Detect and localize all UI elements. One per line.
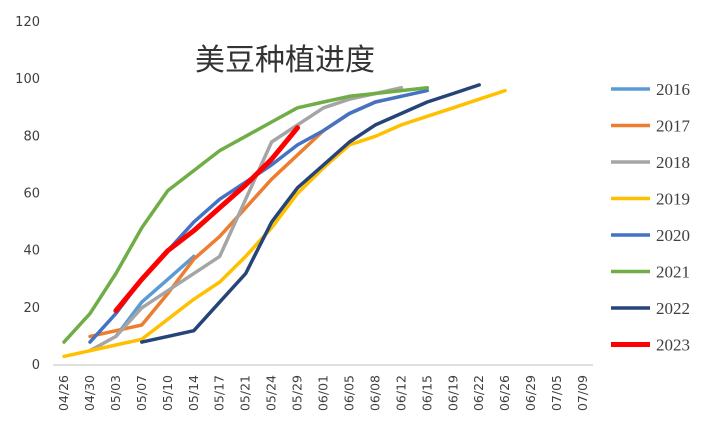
x-tick-label: 05/24 (264, 375, 279, 411)
x-tick-label: 06/19 (445, 375, 460, 411)
legend-label: 2020 (656, 226, 690, 245)
y-tick-label: 20 (23, 301, 40, 316)
x-tick-label: 05/29 (290, 375, 305, 411)
legend-label: 2022 (656, 299, 690, 318)
series-line-2022 (140, 83, 481, 344)
x-tick-label: 06/22 (471, 375, 486, 411)
series-line-2023 (113, 125, 300, 314)
series-line-2021 (62, 85, 430, 344)
x-tick-label: 07/09 (575, 375, 590, 411)
x-tick-label: 04/30 (82, 375, 97, 411)
x-tick-label: 05/21 (238, 375, 253, 411)
legend-label: 2016 (656, 80, 690, 99)
y-tick-label: 100 (15, 72, 40, 87)
x-tick-label: 05/10 (160, 375, 175, 411)
y-tick-label: 0 (32, 358, 40, 373)
x-tick-label: 05/14 (186, 375, 201, 411)
y-axis: 0 20 40 60 80 100 120 (15, 15, 40, 373)
x-tick-label: 05/17 (212, 375, 227, 411)
legend-label: 2017 (656, 117, 691, 136)
x-tick-label: 06/12 (393, 375, 408, 411)
legend-label: 2021 (656, 263, 690, 282)
x-axis: 04/26 04/30 05/03 05/07 05/10 05/14 05/17 05/21… (53, 364, 593, 411)
y-tick-label: 80 (23, 129, 40, 144)
series-line-2019 (62, 88, 507, 359)
y-tick-label: 40 (23, 244, 40, 259)
series-line-2017 (88, 94, 404, 339)
x-tick-label: 06/26 (497, 375, 512, 411)
legend-label: 2019 (656, 190, 690, 209)
y-tick-label: 60 (23, 187, 40, 202)
legend-label: 2023 (656, 336, 690, 355)
series-layer (62, 83, 507, 359)
x-tick-label: 06/15 (419, 375, 434, 411)
x-tick-label: 06/29 (523, 375, 538, 411)
x-tick-label: 06/08 (367, 375, 382, 411)
chart-title: 美豆种植进度 (195, 43, 375, 78)
x-tick-label: 06/01 (316, 375, 331, 411)
legend: 2016 2017 2018 2019 2020 2021 2022 2023 (611, 80, 691, 355)
x-tick-label: 06/05 (341, 375, 356, 411)
x-tick-label: 05/07 (134, 375, 149, 411)
y-tick-label: 120 (15, 15, 40, 30)
x-tick-label: 05/03 (108, 375, 123, 411)
series-line-2016 (114, 254, 196, 339)
series-line-2018 (88, 85, 404, 353)
x-tick-label: 04/26 (56, 375, 71, 411)
x-tick-label: 07/05 (549, 375, 564, 411)
legend-label: 2018 (656, 153, 690, 172)
